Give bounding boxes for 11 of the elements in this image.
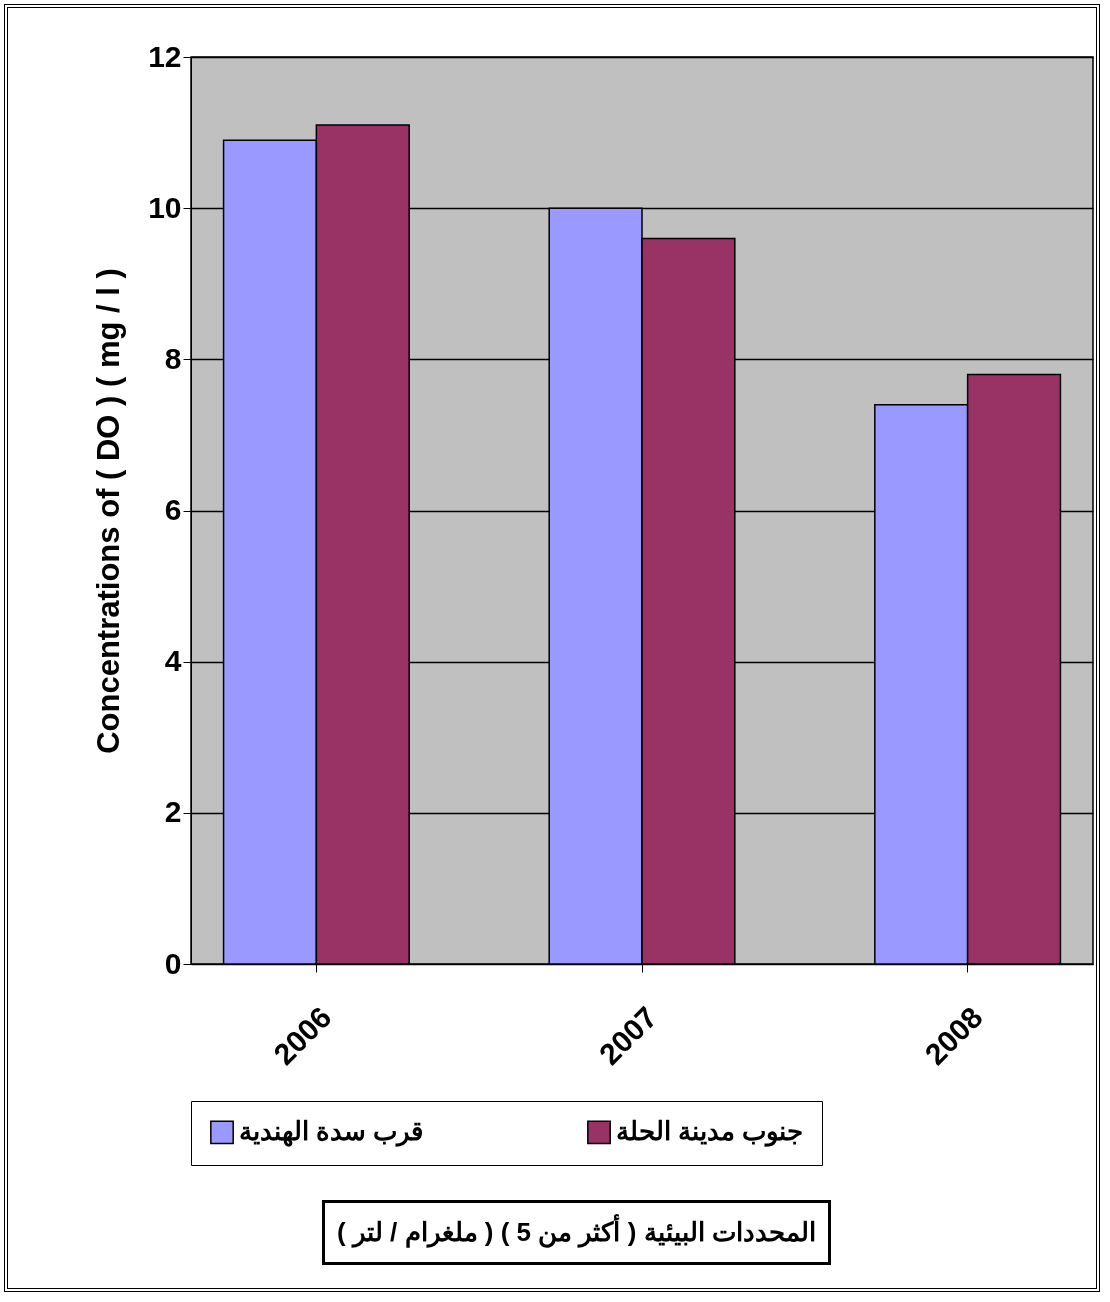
legend-label: جنوب مدينة الحلة xyxy=(616,1116,804,1148)
y-tick-label: 8 xyxy=(164,341,182,375)
text: المحددات البيئية ( أكثر من 5 ) ( ملغرام / لتر ) xyxy=(322,1200,831,1265)
y-tick-label: 4 xyxy=(164,644,182,678)
legend-label: قرب سدة الهندية xyxy=(239,1116,424,1148)
y-tick-label: 12 xyxy=(148,39,182,73)
y-tick-label: 10 xyxy=(148,190,182,224)
y-tick-label: 6 xyxy=(164,493,182,526)
y-axis-title: Concentrations of ( DO ) ( mg / l ) xyxy=(91,268,127,754)
y-tick-label: 2 xyxy=(164,795,182,829)
y-tick-label: 0 xyxy=(164,946,182,980)
